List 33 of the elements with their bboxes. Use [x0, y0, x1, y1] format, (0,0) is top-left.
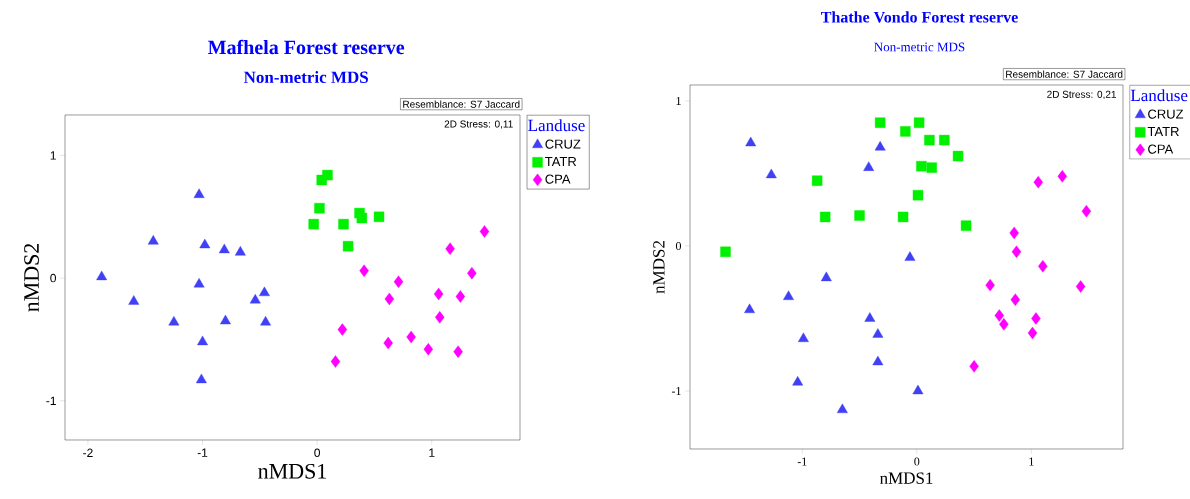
chart-subtitle: Non-metric MDS	[243, 71, 368, 83]
legend-title: Landuse	[1130, 89, 1188, 102]
x-axis-title: nMDS1	[258, 463, 327, 479]
x-tick-label: -1	[797, 457, 807, 466]
legend-title: Landuse	[528, 119, 585, 132]
legend-label: CRUZ	[545, 139, 581, 149]
x-axis-title: nMDS1	[879, 472, 933, 484]
chart-title: Mafhela Forest reserve	[208, 39, 405, 55]
chart-subtitle: Non-metric MDS	[874, 42, 965, 52]
legend-label: TATR	[1147, 127, 1179, 137]
x-tick-label: 1	[1029, 457, 1034, 466]
chart-title: Thathe Vondo Forest reserve	[821, 11, 1018, 23]
legend-label: TATR	[545, 157, 577, 167]
x-tick-label: 1	[429, 448, 435, 457]
y-tick-label: -1	[671, 387, 681, 395]
x-tick-label: 0	[314, 448, 321, 458]
annotation: 2D Stress: 0,11	[444, 120, 513, 129]
y-tick-label: 1	[676, 96, 681, 105]
y-axis-title: nMDS2	[653, 241, 665, 294]
y-tick-label: -1	[46, 396, 56, 405]
y-tick-label: 0	[675, 241, 682, 251]
y-tick-label: 1	[50, 151, 56, 160]
annotation: 2D Stress: 0,21	[1047, 90, 1116, 100]
legend-label: CPA	[1148, 144, 1174, 154]
y-axis-title: nMDS2	[24, 243, 39, 312]
legend-label: CRUZ	[1148, 109, 1184, 119]
text: Resemblance: S7 Jaccard	[1006, 70, 1123, 78]
x-tick-label: 0	[914, 457, 920, 466]
x-tick-label: -2	[83, 448, 93, 457]
x-tick-label: -1	[197, 448, 208, 457]
y-tick-label: 0	[50, 273, 57, 283]
text: Resemblance: S7 Jaccard	[403, 100, 520, 108]
legend-label: CPA	[545, 174, 571, 184]
